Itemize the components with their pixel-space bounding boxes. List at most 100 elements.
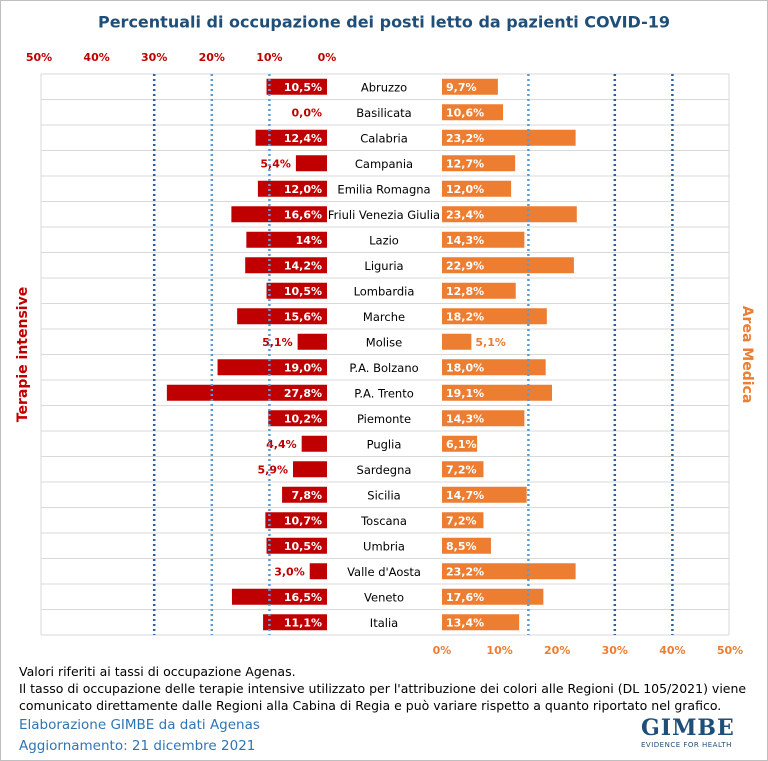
value-label: 12,8% bbox=[446, 285, 484, 298]
value-label: 13,4% bbox=[446, 616, 484, 629]
bar bbox=[442, 129, 576, 146]
bar bbox=[266, 537, 327, 554]
value-label: 18,0% bbox=[446, 361, 484, 374]
category-label: Puglia bbox=[367, 437, 402, 451]
value-label: 10,5% bbox=[284, 285, 322, 298]
bar bbox=[442, 308, 547, 325]
bar bbox=[442, 537, 491, 554]
bar bbox=[265, 512, 327, 529]
bar bbox=[442, 512, 484, 529]
value-label: 23,2% bbox=[446, 132, 484, 145]
category-label: Abruzzo bbox=[361, 80, 407, 94]
value-label: 18,2% bbox=[446, 310, 484, 323]
category-label: Campania bbox=[355, 157, 413, 171]
bar bbox=[301, 435, 327, 452]
bar bbox=[442, 410, 525, 427]
bar bbox=[442, 206, 577, 223]
x-tick-label: 50% bbox=[717, 644, 743, 656]
bar bbox=[442, 384, 553, 401]
notes: Valori riferiti ai tassi di occupazione … bbox=[19, 663, 749, 714]
x-tick-label: 40% bbox=[83, 51, 109, 64]
value-label: 12,7% bbox=[446, 157, 484, 170]
category-label: Sardegna bbox=[357, 463, 412, 477]
bar bbox=[263, 614, 327, 631]
bar bbox=[442, 333, 472, 350]
note: Il tasso di occupazione delle terapie in… bbox=[19, 681, 747, 713]
bar bbox=[237, 308, 327, 325]
category-label: Molise bbox=[366, 335, 402, 349]
bar bbox=[166, 384, 327, 401]
logo-text: GIMBE bbox=[641, 715, 735, 741]
bar bbox=[266, 282, 327, 299]
category-label: Calabria bbox=[360, 131, 408, 145]
updated: Aggiornamento: 21 dicembre 2021 bbox=[19, 738, 256, 754]
value-label: 10,6% bbox=[446, 106, 484, 119]
bar bbox=[245, 257, 327, 274]
category-label: Italia bbox=[370, 616, 398, 630]
bar bbox=[442, 231, 525, 248]
value-label: 12,0% bbox=[446, 183, 484, 196]
category-label: Lazio bbox=[369, 233, 399, 247]
bar bbox=[442, 359, 546, 376]
value-label: 27,8% bbox=[284, 387, 322, 400]
value-label: 10,5% bbox=[284, 81, 322, 94]
category-label: Umbria bbox=[363, 539, 405, 553]
value-label: 19,1% bbox=[446, 387, 484, 400]
value-label: 6,1% bbox=[446, 438, 477, 451]
category-label: Sicilia bbox=[367, 488, 400, 502]
bar bbox=[442, 282, 516, 299]
value-label: 5,1% bbox=[475, 336, 506, 349]
bar bbox=[442, 155, 516, 172]
bar bbox=[246, 231, 327, 248]
value-label: 4,4% bbox=[266, 438, 297, 451]
bar bbox=[231, 588, 327, 605]
x-tick-label: 10% bbox=[486, 644, 512, 656]
bar bbox=[309, 563, 327, 580]
source: Elaborazione GIMBE da dati Agenas bbox=[19, 717, 260, 733]
value-label: 12,4% bbox=[284, 132, 322, 145]
category-label: Toscana bbox=[360, 514, 407, 528]
logo: GIMBE EVIDENCE FOR HEALTH bbox=[641, 715, 735, 749]
value-label: 10,2% bbox=[284, 412, 322, 425]
value-label: 11,1% bbox=[284, 616, 322, 629]
bar bbox=[442, 614, 520, 631]
category-label: P.A. Trento bbox=[354, 386, 414, 400]
value-label: 3,0% bbox=[274, 565, 305, 578]
chart: Percentuali di occupazione dei posti let… bbox=[15, 13, 755, 657]
bar bbox=[257, 180, 327, 197]
bar bbox=[442, 486, 527, 503]
category-label: Liguria bbox=[364, 259, 403, 273]
value-label: 9,7% bbox=[446, 81, 477, 94]
value-label: 14,3% bbox=[446, 234, 484, 247]
x-tick-label: 0% bbox=[433, 644, 452, 656]
bar bbox=[442, 257, 574, 274]
category-label: Emilia Romagna bbox=[337, 182, 430, 196]
value-label: 22,9% bbox=[446, 259, 484, 272]
series-title: Terapie intensive bbox=[15, 287, 31, 422]
value-label: 7,2% bbox=[446, 514, 477, 527]
category-label: Piemonte bbox=[357, 412, 411, 426]
series-title: Area Medica bbox=[739, 306, 755, 404]
value-label: 14,7% bbox=[446, 489, 484, 502]
value-label: 19,0% bbox=[284, 361, 322, 374]
x-tick-label: 40% bbox=[659, 644, 685, 656]
category-label: Lombardia bbox=[354, 284, 415, 298]
value-label: 14,3% bbox=[446, 412, 484, 425]
value-label: 14% bbox=[296, 234, 322, 247]
value-label: 5,9% bbox=[258, 463, 289, 476]
bar bbox=[217, 359, 327, 376]
bar bbox=[266, 78, 327, 95]
category-label: P.A. Bolzano bbox=[349, 361, 418, 375]
category-label: Veneto bbox=[364, 590, 404, 604]
x-tick-label: 0% bbox=[318, 51, 337, 64]
value-label: 7,2% bbox=[446, 463, 477, 476]
value-label: 23,2% bbox=[446, 565, 484, 578]
bar bbox=[268, 410, 327, 427]
category-label: Basilicata bbox=[356, 106, 411, 120]
value-label: 0,0% bbox=[291, 106, 322, 119]
value-label: 16,5% bbox=[284, 591, 322, 604]
bar bbox=[442, 180, 512, 197]
bar bbox=[442, 461, 484, 478]
x-tick-label: 10% bbox=[256, 51, 282, 64]
